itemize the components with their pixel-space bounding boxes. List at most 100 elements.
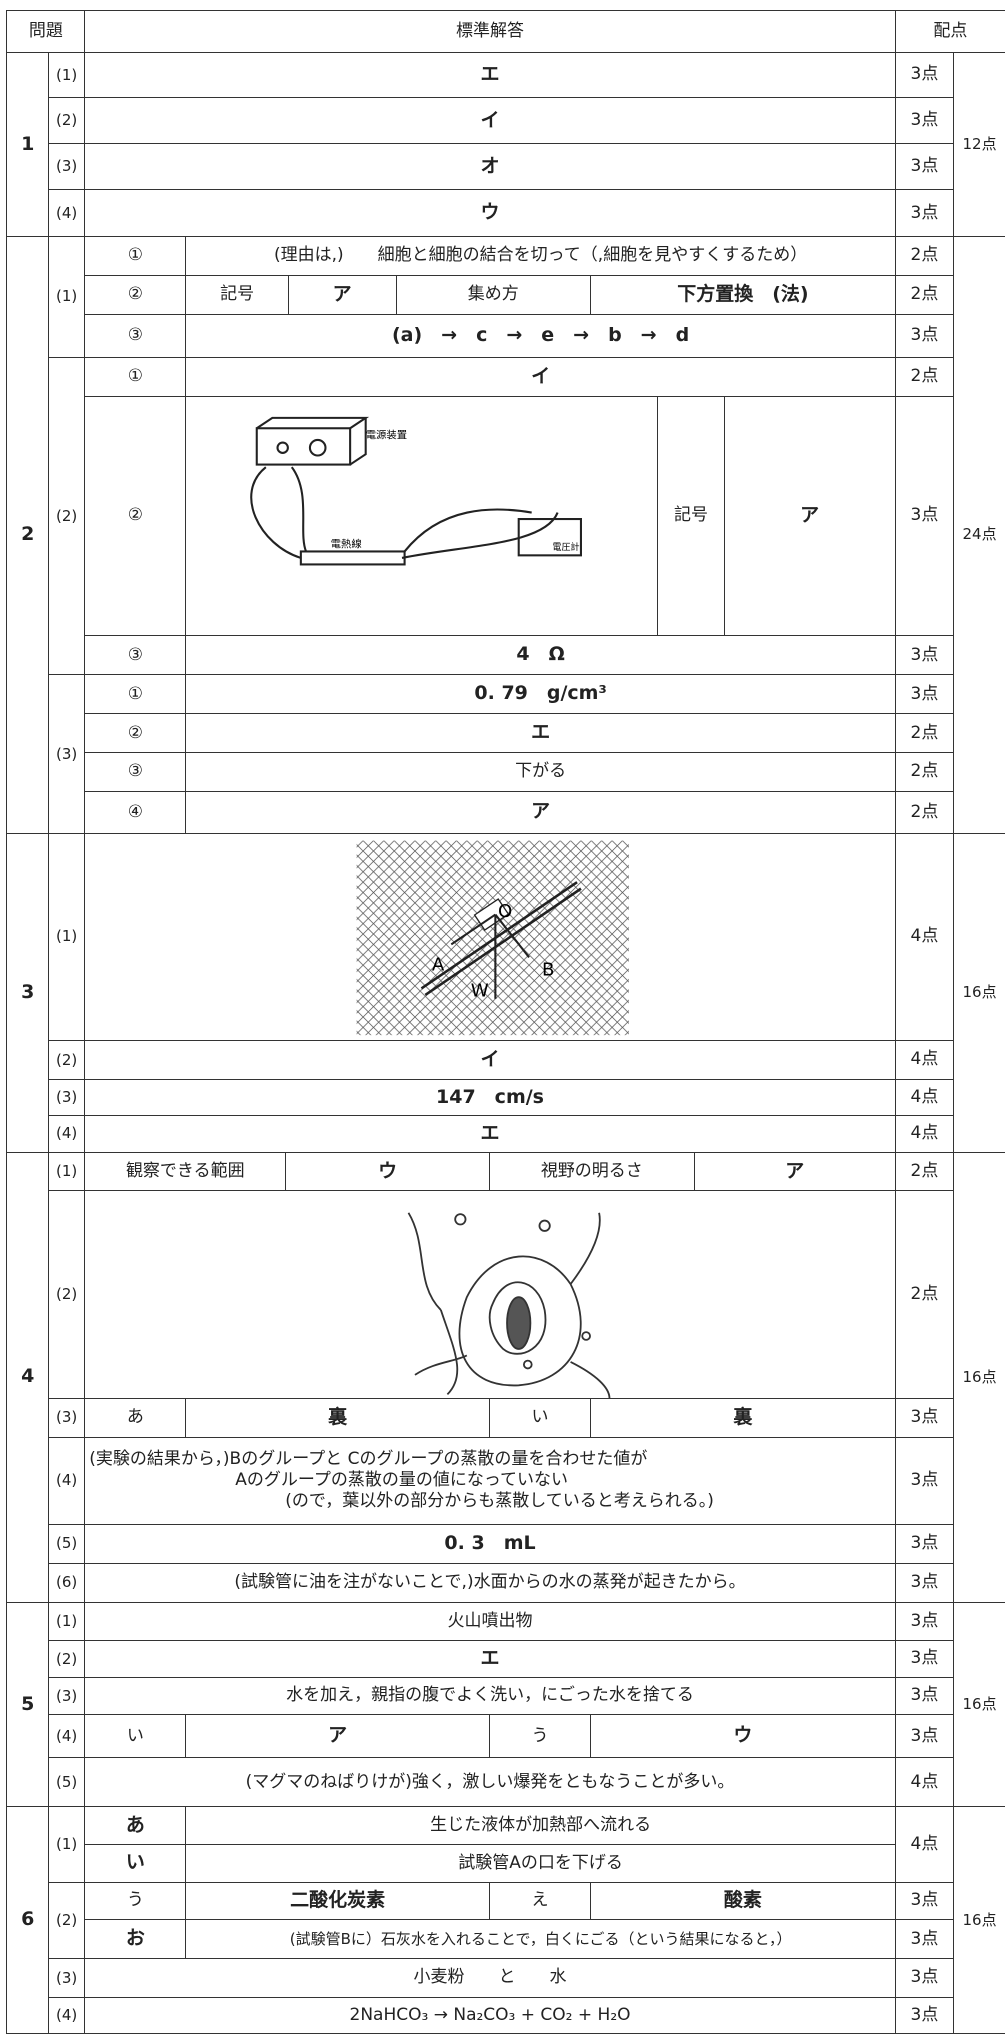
question-number: 1 bbox=[6, 51, 49, 237]
answer-cell: (理由は,) 細胞と細胞の結合を切って（,細胞を見やすくするため） bbox=[185, 236, 896, 276]
score-cell: 3点 bbox=[894, 1397, 955, 1438]
header-cell: 配点 bbox=[894, 10, 1005, 53]
item-label: (2) bbox=[47, 1190, 86, 1399]
score-cell: 3点 bbox=[894, 189, 955, 237]
item-label: (1) bbox=[47, 1806, 86, 1883]
item-label: (3) bbox=[47, 674, 86, 834]
score-cell: 4点 bbox=[894, 1115, 955, 1153]
answer-cell: エ bbox=[84, 51, 896, 99]
item-label: (3) bbox=[47, 1676, 86, 1716]
answer-cell: 視野の明るさ bbox=[488, 1151, 695, 1192]
answer-cell: 生じた液体が加熱部へ流れる bbox=[185, 1806, 896, 1845]
answer-cell: 火山噴出物 bbox=[84, 1601, 896, 1642]
item-label: (2) bbox=[47, 97, 86, 144]
item-label: (2) bbox=[47, 356, 86, 676]
score-cell: 3点 bbox=[894, 1640, 955, 1678]
part-label: お bbox=[84, 1919, 187, 1960]
answer-cell: 下方置換 (法) bbox=[590, 274, 896, 315]
part-label: ① bbox=[84, 356, 187, 397]
item-label: (1) bbox=[47, 236, 86, 358]
score-cell: 3点 bbox=[894, 1436, 955, 1525]
answer-line: (ので，葉以外の部分からも蒸散していると考えられる。) bbox=[285, 1491, 714, 1512]
answer-cell: イ bbox=[185, 356, 896, 397]
total-score: 12点 bbox=[953, 51, 1005, 237]
answer-cell: う bbox=[488, 1714, 592, 1759]
answer-cell: エ bbox=[185, 713, 896, 754]
score-cell: 4点 bbox=[894, 1757, 955, 1808]
item-label: (5) bbox=[47, 1523, 86, 1564]
item-label: (1) bbox=[47, 51, 86, 99]
header-cell: 標準解答 bbox=[84, 10, 896, 53]
item-label: (3) bbox=[47, 1958, 86, 1999]
total-score: 16点 bbox=[953, 1806, 1005, 2034]
answer-cell: 裏 bbox=[185, 1397, 490, 1438]
answer-cell: 0. 79 g/cm³ bbox=[185, 674, 896, 715]
answer-cell: 観察できる範囲 bbox=[84, 1151, 287, 1192]
score-cell: 2点 bbox=[894, 236, 955, 276]
score-cell: 3点 bbox=[894, 1714, 955, 1759]
part-label: ④ bbox=[84, 791, 187, 834]
score-cell: 3点 bbox=[894, 1997, 955, 2034]
item-label: (3) bbox=[47, 1397, 86, 1438]
answer-cell: 下がる bbox=[185, 752, 896, 793]
total-score: 16点 bbox=[953, 1151, 1005, 1603]
answer-cell: い bbox=[84, 1714, 187, 1759]
answer-cell: 小麦粉 と 水 bbox=[84, 1958, 896, 1999]
answer-line: (実験の結果から，)Bのグループと Cのグループの蒸散の量を合わせた値が bbox=[89, 1448, 648, 1469]
answer-cell: 記号 bbox=[657, 395, 725, 637]
item-label: (1) bbox=[47, 1151, 86, 1192]
item-label: (2) bbox=[47, 1040, 86, 1080]
answer-cell: あ bbox=[84, 1397, 187, 1438]
score-cell: 4点 bbox=[894, 1806, 955, 1883]
score-cell: 2点 bbox=[894, 713, 955, 754]
answer-cell: 147 cm/s bbox=[84, 1078, 896, 1117]
item-label: (1) bbox=[47, 1601, 86, 1642]
answer-line: Aのグループの蒸散の量の値になっていない bbox=[235, 1470, 569, 1491]
answer-cell: え bbox=[488, 1881, 592, 1921]
part-label: ② bbox=[84, 713, 187, 754]
answer-cell: オ bbox=[84, 142, 896, 191]
answer-cell: い bbox=[488, 1397, 592, 1438]
item-label: (4) bbox=[47, 1436, 86, 1525]
header-cell: 問題 bbox=[6, 10, 86, 53]
answer-cell: 試験管Aの口を下げる bbox=[185, 1844, 896, 1883]
score-cell: 3点 bbox=[894, 1601, 955, 1642]
answer-cell: ア bbox=[185, 791, 896, 834]
figure-cell bbox=[84, 1190, 896, 1399]
item-label: (2) bbox=[47, 1881, 86, 1960]
score-cell: 3点 bbox=[894, 395, 955, 637]
question-number: 5 bbox=[6, 1601, 49, 1808]
answer-cell: 水を加え，親指の腹でよく洗い，にごった水を捨てる bbox=[84, 1676, 896, 1716]
part-label: あ bbox=[84, 1806, 187, 1845]
answer-cell: 0. 3 mL bbox=[84, 1523, 896, 1564]
answer-cell: イ bbox=[84, 97, 896, 144]
total-score: 16点 bbox=[953, 1601, 1005, 1808]
score-cell: 3点 bbox=[894, 1523, 955, 1564]
answer-cell: ウ bbox=[590, 1714, 896, 1759]
part-label: ③ bbox=[84, 313, 187, 358]
answer-cell: 4 Ω bbox=[185, 635, 896, 676]
score-cell: 3点 bbox=[894, 1676, 955, 1716]
score-cell: 3点 bbox=[894, 1881, 955, 1921]
part-label: い bbox=[84, 1844, 187, 1883]
question-number: 2 bbox=[6, 236, 49, 834]
item-label: (3) bbox=[47, 142, 86, 191]
answer-cell: エ bbox=[84, 1115, 896, 1153]
answer-cell: (実験の結果から，)Bのグループと Cのグループの蒸散の量を合わせた値が Aのグル… bbox=[84, 1436, 896, 1525]
part-label: ② bbox=[84, 274, 187, 315]
answer-cell: エ bbox=[84, 1640, 896, 1678]
part-label: ③ bbox=[84, 752, 187, 793]
answer-cell: 酸素 bbox=[590, 1881, 896, 1921]
part-label: ② bbox=[84, 395, 187, 637]
score-cell: 3点 bbox=[894, 674, 955, 715]
item-label: (1) bbox=[47, 832, 86, 1041]
score-cell: 3点 bbox=[894, 142, 955, 191]
answer-cell: ア bbox=[693, 1151, 896, 1192]
answer-cell: ア bbox=[287, 274, 397, 315]
score-cell: 2点 bbox=[894, 356, 955, 397]
item-label: (6) bbox=[47, 1562, 86, 1603]
question-number: 4 bbox=[6, 1151, 49, 1603]
score-cell: 3点 bbox=[894, 1919, 955, 1960]
item-label: (4) bbox=[47, 1115, 86, 1153]
